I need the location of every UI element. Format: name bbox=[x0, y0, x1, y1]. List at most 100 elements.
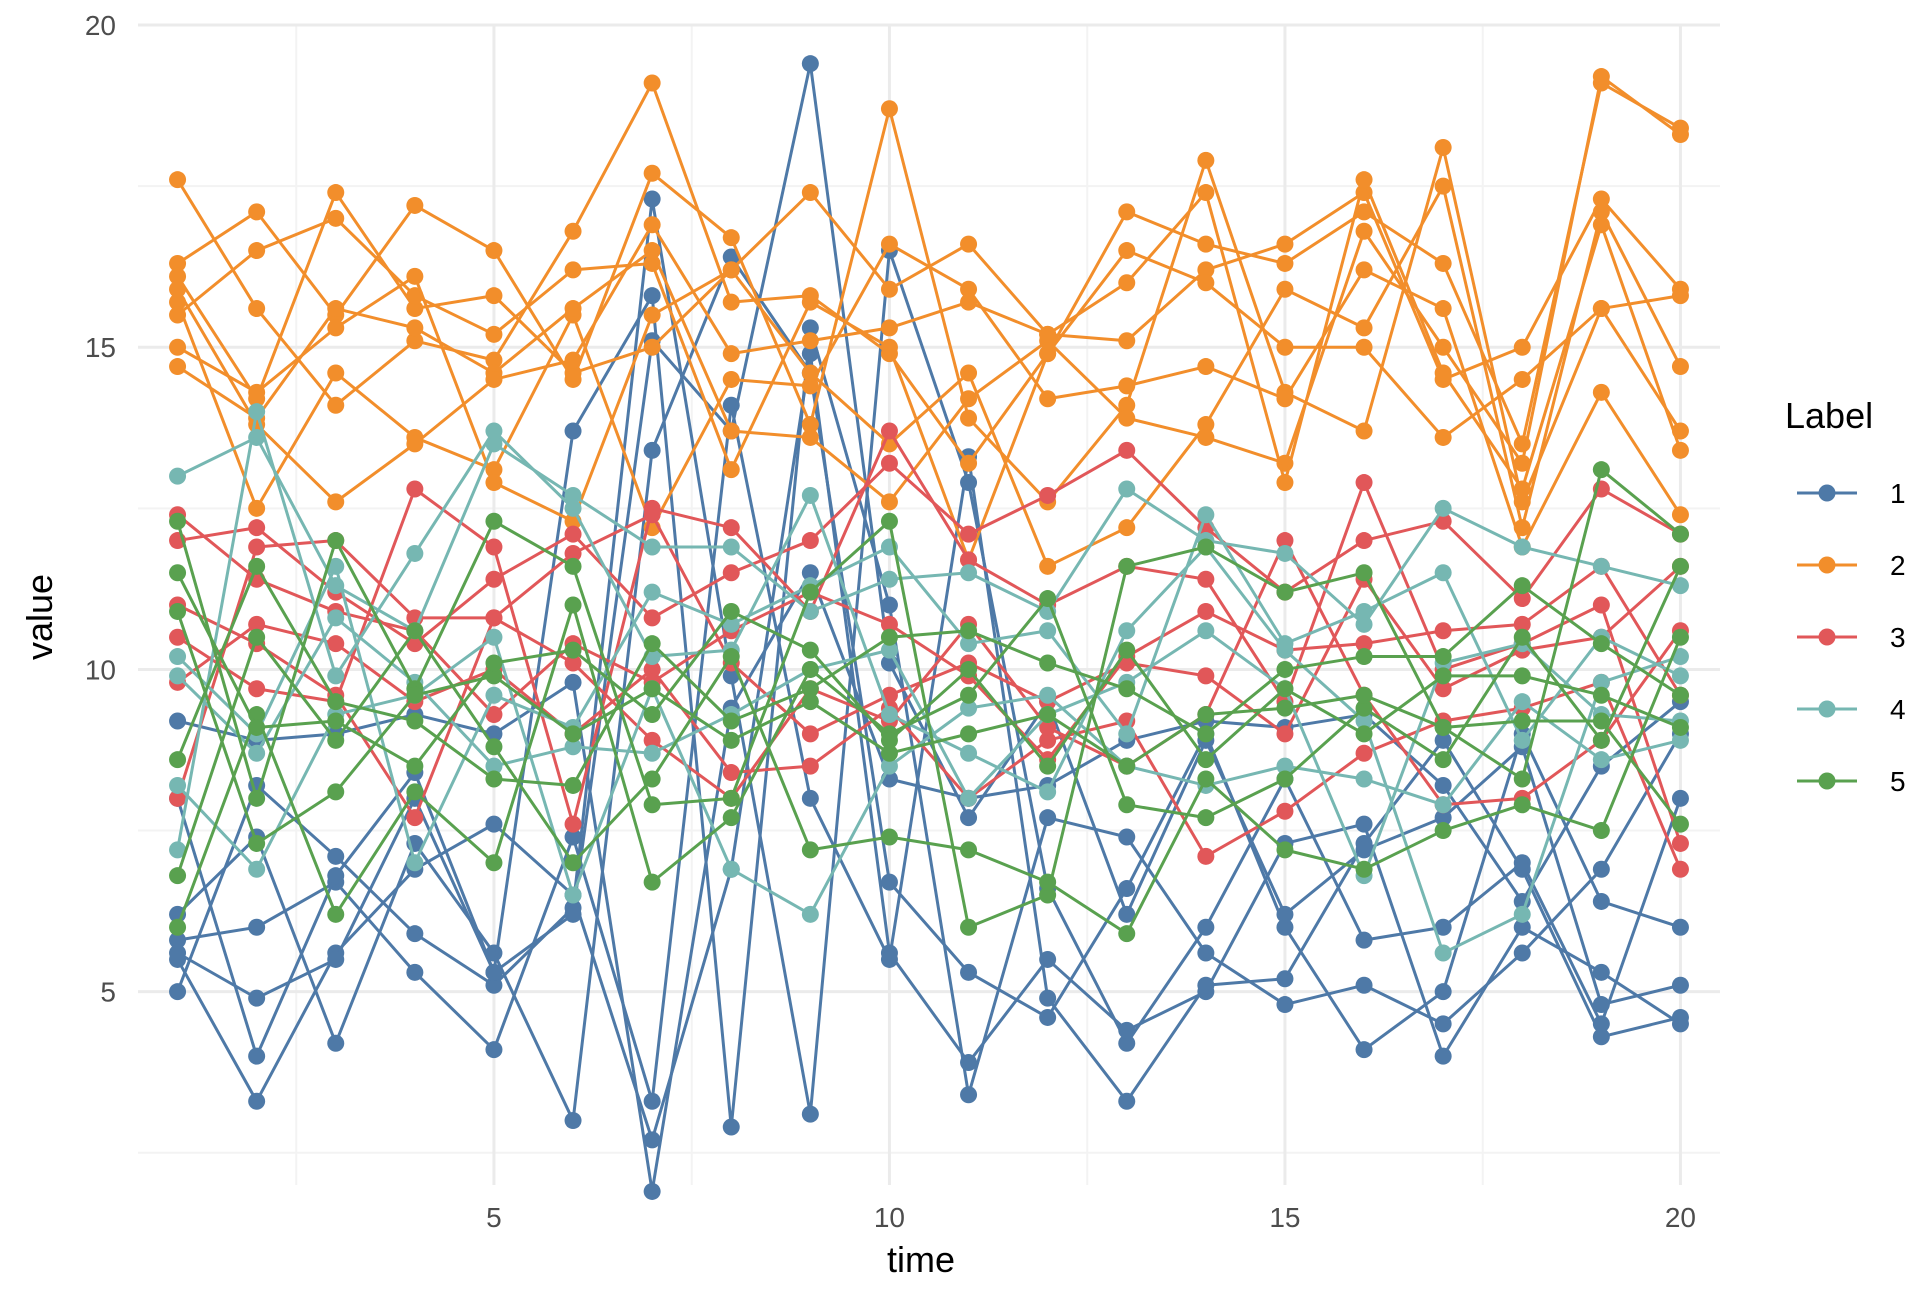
series-line-1-5 bbox=[176, 294, 1682, 1129]
data-point bbox=[1513, 731, 1531, 749]
data-point bbox=[880, 828, 898, 846]
data-point bbox=[406, 783, 424, 801]
data-point bbox=[1592, 860, 1610, 878]
series-line-2-7 bbox=[176, 75, 1682, 504]
data-point bbox=[1118, 1021, 1136, 1039]
data-point bbox=[880, 615, 898, 633]
data-point bbox=[1039, 809, 1057, 827]
data-point bbox=[1197, 538, 1215, 556]
data-point bbox=[485, 1041, 503, 1059]
data-point bbox=[643, 287, 661, 305]
legend-item-4: 4 bbox=[1797, 694, 1906, 725]
data-point bbox=[801, 364, 819, 382]
data-point bbox=[564, 557, 582, 575]
data-point bbox=[169, 667, 187, 685]
data-point bbox=[485, 474, 503, 492]
data-point bbox=[801, 905, 819, 923]
data-point bbox=[880, 873, 898, 891]
data-point bbox=[169, 564, 187, 582]
data-point bbox=[880, 641, 898, 659]
data-point bbox=[1434, 300, 1452, 318]
data-point bbox=[1197, 506, 1215, 524]
data-point bbox=[1434, 776, 1452, 794]
data-point bbox=[880, 731, 898, 749]
data-point bbox=[1671, 126, 1689, 144]
data-point bbox=[564, 351, 582, 369]
data-point bbox=[248, 789, 266, 807]
data-point bbox=[643, 680, 661, 698]
data-point bbox=[880, 235, 898, 253]
data-point bbox=[1118, 828, 1136, 846]
data-point bbox=[485, 686, 503, 704]
data-point bbox=[801, 486, 819, 504]
data-point bbox=[643, 609, 661, 627]
data-point bbox=[169, 789, 187, 807]
data-point bbox=[1434, 138, 1452, 156]
data-point bbox=[1197, 274, 1215, 292]
data-point bbox=[1434, 983, 1452, 1001]
data-point bbox=[1039, 718, 1057, 736]
data-point bbox=[248, 989, 266, 1007]
data-point bbox=[1434, 809, 1452, 827]
data-point bbox=[564, 654, 582, 672]
data-point bbox=[248, 744, 266, 762]
data-point bbox=[643, 164, 661, 182]
data-point bbox=[1592, 751, 1610, 769]
series-line-1-6 bbox=[176, 62, 1681, 1058]
data-point bbox=[1513, 538, 1531, 556]
data-point bbox=[406, 435, 424, 453]
data-point bbox=[1039, 390, 1057, 408]
data-point bbox=[801, 184, 819, 202]
legend-key-point bbox=[1818, 772, 1836, 790]
data-point bbox=[801, 1105, 819, 1123]
data-point bbox=[1592, 1028, 1610, 1046]
y-tick-label: 20 bbox=[85, 10, 116, 41]
data-point bbox=[1197, 918, 1215, 936]
data-point bbox=[1355, 222, 1373, 240]
data-point bbox=[1355, 319, 1373, 337]
data-point bbox=[1513, 693, 1531, 711]
data-point bbox=[564, 854, 582, 872]
data-point bbox=[1671, 815, 1689, 833]
data-point bbox=[248, 499, 266, 517]
data-point bbox=[1671, 577, 1689, 595]
data-point bbox=[801, 319, 819, 337]
data-point bbox=[1434, 177, 1452, 195]
data-point bbox=[722, 422, 740, 440]
data-point bbox=[485, 757, 503, 775]
series-line-2-6 bbox=[176, 184, 1682, 568]
data-point bbox=[1118, 622, 1136, 640]
data-point bbox=[801, 332, 819, 350]
data-point bbox=[801, 641, 819, 659]
data-point bbox=[327, 396, 345, 414]
data-point bbox=[327, 532, 345, 550]
data-point bbox=[327, 693, 345, 711]
data-point bbox=[1118, 757, 1136, 775]
data-point bbox=[248, 557, 266, 575]
data-point bbox=[248, 718, 266, 736]
data-point bbox=[1434, 822, 1452, 840]
data-point bbox=[406, 300, 424, 318]
data-point bbox=[1434, 338, 1452, 356]
data-point bbox=[1513, 918, 1531, 936]
data-point bbox=[1197, 184, 1215, 202]
data-point bbox=[1434, 667, 1452, 685]
data-point bbox=[1276, 680, 1294, 698]
data-point bbox=[1513, 338, 1531, 356]
data-point bbox=[643, 770, 661, 788]
data-point bbox=[248, 519, 266, 537]
data-point bbox=[248, 918, 266, 936]
series-line-1-3 bbox=[176, 255, 1681, 1123]
data-point bbox=[485, 706, 503, 724]
data-point bbox=[880, 319, 898, 337]
data-point bbox=[169, 867, 187, 885]
data-point bbox=[327, 493, 345, 511]
data-point bbox=[722, 248, 740, 266]
data-point bbox=[643, 706, 661, 724]
data-point bbox=[1592, 892, 1610, 910]
data-point bbox=[248, 680, 266, 698]
data-point bbox=[1276, 841, 1294, 859]
data-point bbox=[1039, 622, 1057, 640]
data-point bbox=[643, 242, 661, 260]
data-point bbox=[722, 615, 740, 633]
